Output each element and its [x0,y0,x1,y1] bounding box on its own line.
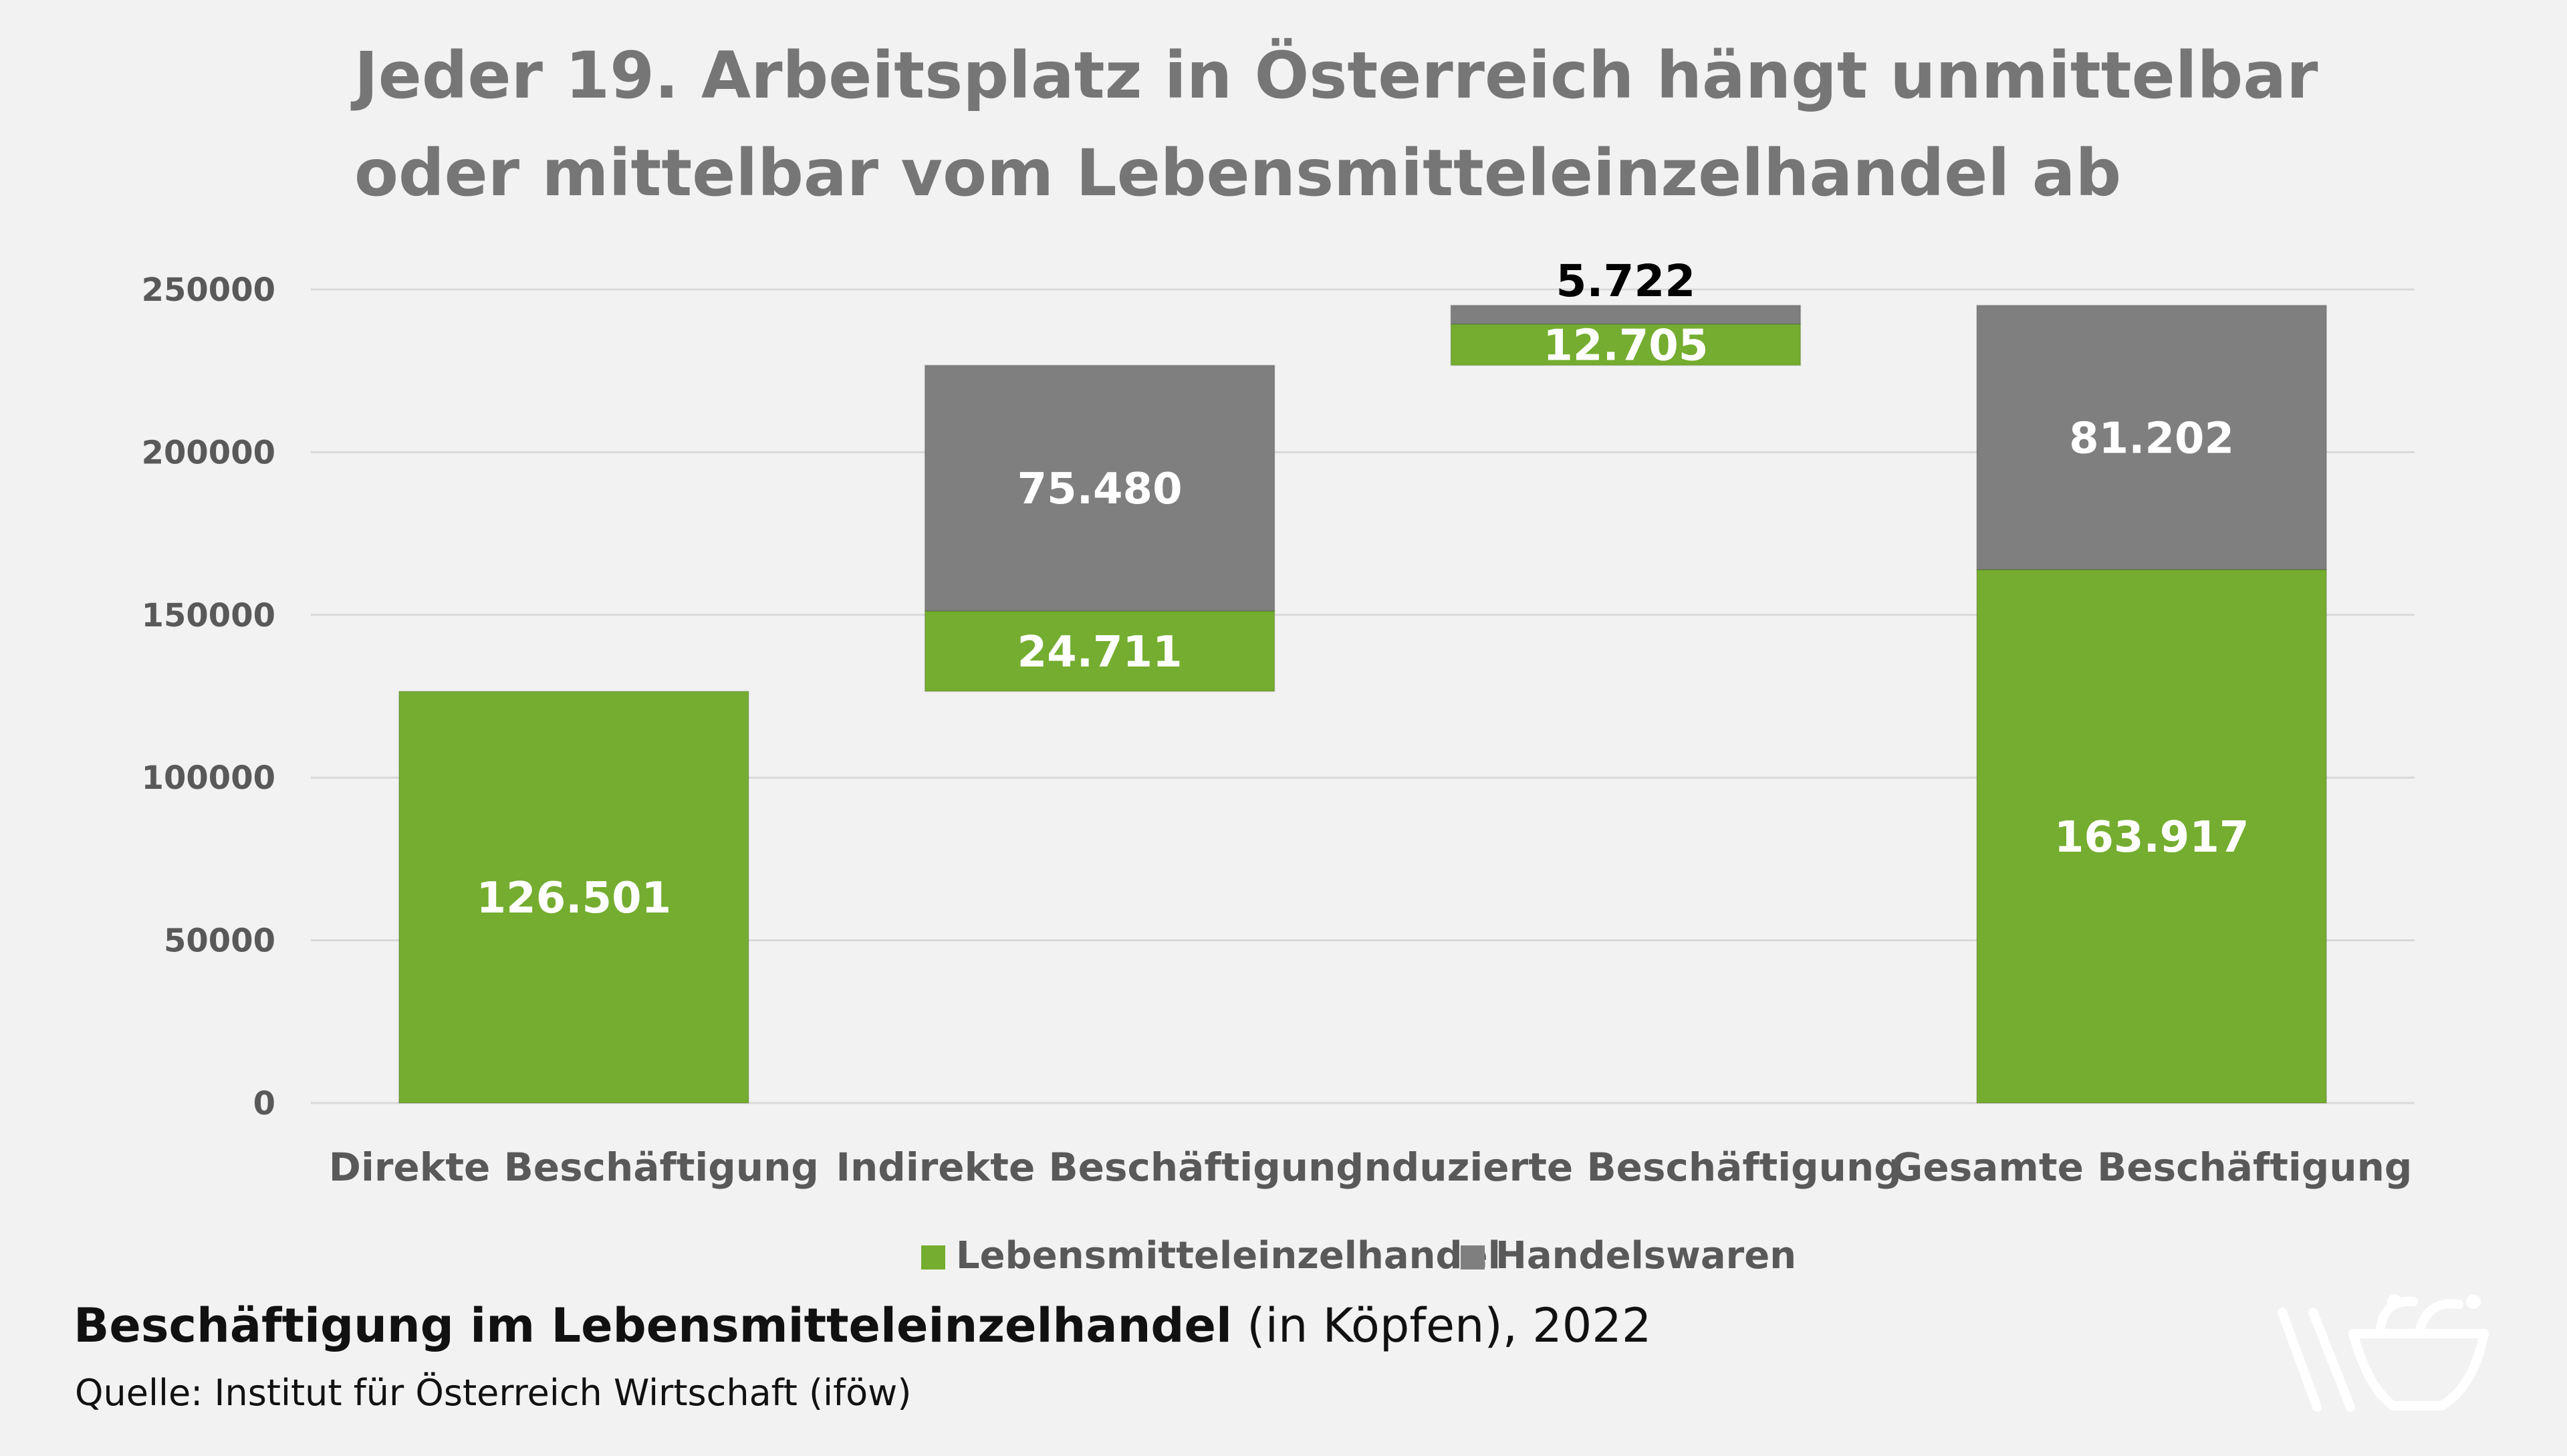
y-tick-label-1: 50000 [164,923,275,960]
bar-green-1 [924,610,1275,693]
chart-title: Jeder 19. Arbeitsplatz in Österreich hän… [354,27,2360,222]
y-tick-label-4: 200000 [142,434,275,471]
shopping-basket-logo-icon [2278,1294,2489,1412]
data-label-green-1: 24.711 [1017,628,1183,677]
bars [398,304,2328,1104]
legend-swatch-gray [1461,1245,1485,1269]
legend-label-green: Lebensmitteleinzelhandel [956,1234,1501,1278]
legend-label-gray: Handelswaren [1495,1234,1796,1278]
data-label-gray-3: 81.202 [2069,414,2234,463]
x-tick-label-0: Direkte Beschäftigung [329,1144,819,1190]
footer-caption: Beschäftigung im Lebensmitteleinzelhande… [74,1298,1651,1353]
x-tick-label-3: Gesamte Beschäftigung [1891,1144,2413,1190]
footer-detail: (in Köpfen), 2022 [1232,1298,1652,1353]
chart-title-line-2: oder mittelbar vom Lebensmitteleinzelhan… [354,136,2122,211]
data-label-green-2: 12.705 [1543,322,1708,371]
y-tick-label-2: 100000 [142,759,275,797]
bar-green-3 [1976,569,2328,1104]
y-tick-label-3: 150000 [142,597,275,634]
footer-source: Quelle: Institut für Österreich Wirtscha… [75,1372,912,1414]
data-label-green-3: 163.917 [2054,813,2249,862]
data-labels: 126.501 24.711 75.480 12.705 5.722 163.917 81.… [477,255,2249,923]
x-tick-label-1: Indirekte Beschäftigung [836,1144,1363,1190]
y-tick-label-5: 250000 [142,271,275,309]
data-label-green-0: 126.501 [477,874,672,923]
legend-swatch-green [921,1245,945,1269]
chart-title-line-1: Jeder 19. Arbeitsplatz in Österreich hän… [354,38,2318,113]
data-label-gray-2: 5.722 [1556,255,1695,307]
footer-subject: Beschäftigung im Lebensmitteleinzelhande… [74,1298,1233,1353]
bar-gray-1 [924,364,1275,612]
x-axis-category-labels: Direkte Beschäftigung Indirekte Beschäfti… [329,1144,2413,1190]
y-tick-label-0: 0 [253,1085,275,1122]
bar-gray-3 [1976,304,2328,571]
data-label-gray-1: 75.480 [1017,465,1183,514]
bar-gray-2 [1450,304,1802,325]
bar-green-0 [398,691,749,1104]
x-tick-label-2: Induzierte Beschäftigung [1350,1144,1902,1190]
y-axis-tick-labels: 0 50000 100000 150000 200000 250000 [142,271,275,1122]
